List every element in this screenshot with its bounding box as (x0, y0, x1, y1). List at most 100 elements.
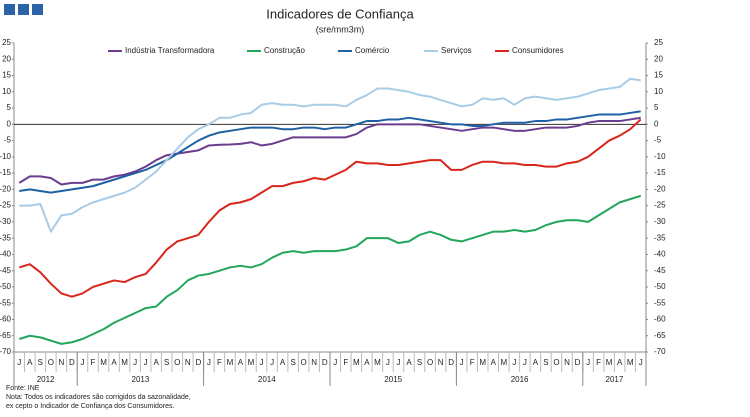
x-tick-label: J (523, 358, 527, 367)
x-tick-label: J (17, 358, 21, 367)
x-tick-label: F (470, 358, 475, 367)
note: Fonte: INE (6, 385, 40, 392)
x-tick-label: S (290, 358, 295, 367)
x-tick-label: A (154, 358, 160, 367)
logo-square (18, 4, 29, 15)
y-tick-label: -65 (0, 331, 12, 340)
x-tick-label: J (144, 358, 148, 367)
year-label: 2016 (511, 375, 529, 384)
x-tick-label: F (91, 358, 96, 367)
x-tick-label: O (174, 358, 180, 367)
x-tick-label: N (311, 358, 317, 367)
year-label: 2014 (258, 375, 276, 384)
y-tick-label: 25 (2, 38, 11, 47)
x-tick-label: J (80, 358, 84, 367)
legend-label: Indústria Transformadora (125, 46, 215, 55)
y2-tick-label: 10 (654, 87, 663, 96)
x-tick-label: A (617, 358, 623, 367)
legend-label: Serviços (441, 46, 472, 55)
x-tick-label: J (396, 358, 400, 367)
x-tick-label: F (343, 358, 348, 367)
x-tick-label: O (553, 358, 559, 367)
y-tick-label: 10 (2, 87, 11, 96)
y-tick-label: 5 (7, 103, 12, 112)
y-tick-label: -20 (0, 184, 12, 193)
x-tick-label: F (217, 358, 222, 367)
note: Nota: Todos os indicadores são corrigido… (6, 394, 191, 401)
x-tick-label: M (627, 358, 634, 367)
note: ex cepto o Indicador de Confiança dos Co… (6, 403, 175, 410)
y2-tick-label: 20 (654, 54, 663, 63)
x-tick-label: A (364, 358, 370, 367)
y2-tick-label: 25 (654, 38, 663, 47)
y2-tick-label: -55 (654, 298, 666, 307)
y-tick-label: -50 (0, 282, 12, 291)
legend-label: Comércio (355, 46, 390, 55)
x-tick-label: J (460, 358, 464, 367)
y2-tick-label: -65 (654, 331, 666, 340)
y2-tick-label: 0 (654, 119, 659, 128)
x-tick-label: M (500, 358, 507, 367)
y-tick-label: -35 (0, 233, 12, 242)
chart-title: Indicadores de Confiança (266, 6, 414, 21)
x-tick-label: A (491, 358, 497, 367)
y2-tick-label: -70 (654, 347, 666, 356)
y2-tick-label: -25 (654, 201, 666, 210)
y-tick-label: -25 (0, 201, 12, 210)
x-tick-label: J (586, 358, 590, 367)
x-tick-label: S (164, 358, 169, 367)
y2-tick-label: -50 (654, 282, 666, 291)
x-tick-label: D (322, 358, 328, 367)
x-tick-label: D (575, 358, 581, 367)
y2-tick-label: -40 (654, 250, 666, 259)
y-tick-label: 15 (2, 71, 11, 80)
y-tick-label: -15 (0, 168, 12, 177)
x-tick-label: J (386, 358, 390, 367)
y2-tick-label: -60 (654, 315, 666, 324)
y-tick-label: -10 (0, 152, 12, 161)
x-tick-label: A (27, 358, 33, 367)
y-tick-label: -60 (0, 315, 12, 324)
x-tick-label: F (596, 358, 601, 367)
series-line (18, 194, 642, 345)
x-tick-label: A (533, 358, 539, 367)
year-label: 2017 (606, 375, 624, 384)
x-tick-label: M (479, 358, 486, 367)
x-tick-label: J (639, 358, 643, 367)
x-tick-label: J (260, 358, 264, 367)
x-tick-label: O (427, 358, 433, 367)
x-tick-label: O (301, 358, 307, 367)
series-line (19, 77, 641, 233)
logo-square (4, 4, 15, 15)
y-tick-label: 20 (2, 54, 11, 63)
y-tick-label: -40 (0, 250, 12, 259)
x-tick-label: A (238, 358, 244, 367)
y-tick-label: -5 (4, 136, 12, 145)
x-tick-label: S (38, 358, 43, 367)
x-tick-label: N (438, 358, 444, 367)
x-tick-label: J (207, 358, 211, 367)
x-tick-label: N (185, 358, 191, 367)
x-tick-label: M (374, 358, 381, 367)
x-tick-label: A (111, 358, 117, 367)
x-tick-label: S (417, 358, 422, 367)
x-tick-label: M (121, 358, 128, 367)
x-tick-label: M (248, 358, 255, 367)
x-tick-label: N (564, 358, 570, 367)
year-label: 2013 (132, 375, 150, 384)
y2-tick-label: -45 (654, 266, 666, 275)
y2-tick-label: 15 (654, 71, 663, 80)
series-line (18, 116, 641, 186)
x-tick-label: M (606, 358, 613, 367)
x-tick-label: M (353, 358, 360, 367)
x-tick-label: J (270, 358, 274, 367)
series-line (19, 110, 641, 194)
x-tick-label: A (406, 358, 412, 367)
logo-square (32, 4, 43, 15)
legend-label: Construção (264, 46, 305, 55)
y2-tick-label: -30 (654, 217, 666, 226)
y-tick-label: 0 (7, 119, 12, 128)
x-tick-label: A (280, 358, 286, 367)
y2-tick-label: -10 (654, 152, 666, 161)
x-tick-label: D (69, 358, 75, 367)
